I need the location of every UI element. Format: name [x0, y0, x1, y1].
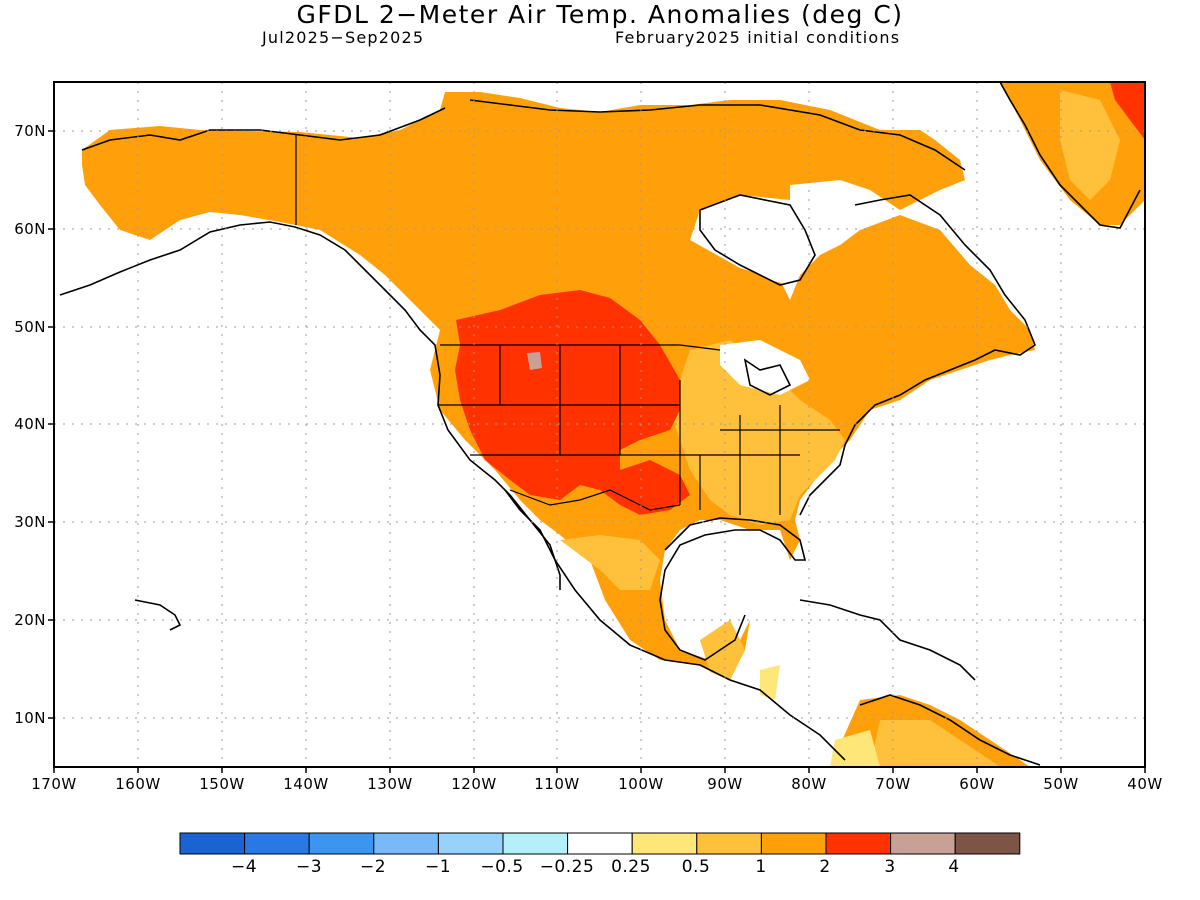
- colorbar-label: 4: [948, 857, 960, 877]
- lon-label: 50W: [1043, 775, 1079, 793]
- lat-label: 60N: [14, 220, 46, 238]
- colorbar: [179, 832, 1021, 855]
- colorbar-swatch: [244, 832, 310, 855]
- initial-conditions: February2025 initial conditions: [615, 28, 901, 47]
- colorbar-swatch: [308, 832, 375, 855]
- political-borders: [295, 135, 840, 515]
- colorbar-swatch: [825, 832, 892, 855]
- colorbar-swatch: [567, 832, 633, 855]
- colorbar-swatch: [760, 832, 827, 855]
- lat-label: 30N: [14, 513, 46, 531]
- lat-label: 40N: [14, 415, 46, 433]
- graticule: [54, 82, 1145, 767]
- anomaly-region-0.5-1: [560, 90, 1120, 767]
- map-area: [54, 82, 1145, 767]
- lon-label: 130W: [367, 775, 413, 793]
- colorbar-label: −1: [424, 857, 452, 877]
- colorbar-label: 1: [755, 857, 767, 877]
- colorbar-label: −0.25: [539, 857, 595, 877]
- lat-label: 50N: [14, 318, 46, 336]
- forecast-period: Jul2025−Sep2025: [262, 28, 425, 47]
- colorbar-swatch: [696, 832, 762, 855]
- lon-label: 110W: [534, 775, 580, 793]
- colorbar-label: −0.5: [480, 857, 524, 877]
- colorbar-label: −3: [295, 857, 323, 877]
- colorbar-label: 0.25: [611, 857, 651, 877]
- lon-label: 160W: [115, 775, 161, 793]
- anomaly-region-2-3: [455, 82, 1145, 515]
- axis-ticks: [48, 130, 1146, 773]
- colorbar-swatch: [179, 832, 246, 855]
- anomaly-region-3-4: [527, 352, 542, 370]
- lat-label: 70N: [14, 122, 46, 140]
- colorbar-swatch: [954, 832, 1021, 855]
- lon-label: 60W: [959, 775, 995, 793]
- lon-label: 80W: [791, 775, 827, 793]
- lon-label: 100W: [618, 775, 664, 793]
- colorbar-label: 2: [819, 857, 831, 877]
- lon-label: 150W: [199, 775, 245, 793]
- lon-label: 40W: [1127, 775, 1163, 793]
- colorbar-label: −2: [359, 857, 387, 877]
- colorbar-swatch: [631, 832, 698, 855]
- lon-label: 90W: [707, 775, 743, 793]
- lon-label: 120W: [451, 775, 497, 793]
- map-title: GFDL 2−Meter Air Temp. Anomalies (deg C): [296, 0, 904, 29]
- lat-label: 20N: [14, 611, 46, 629]
- colorbar-swatch: [890, 832, 956, 855]
- colorbar-label: 0.5: [681, 857, 711, 877]
- colorbar-swatch: [437, 832, 504, 855]
- lon-label: 70W: [875, 775, 911, 793]
- colorbar-label: 3: [884, 857, 896, 877]
- colorbar-swatch: [373, 832, 439, 855]
- coastlines: [59, 82, 1141, 766]
- colorbar-swatch: [502, 832, 569, 855]
- colorbar-label: −4: [230, 857, 258, 877]
- lon-label: 140W: [283, 775, 329, 793]
- lat-label: 10N: [14, 709, 46, 727]
- lon-label: 170W: [31, 775, 77, 793]
